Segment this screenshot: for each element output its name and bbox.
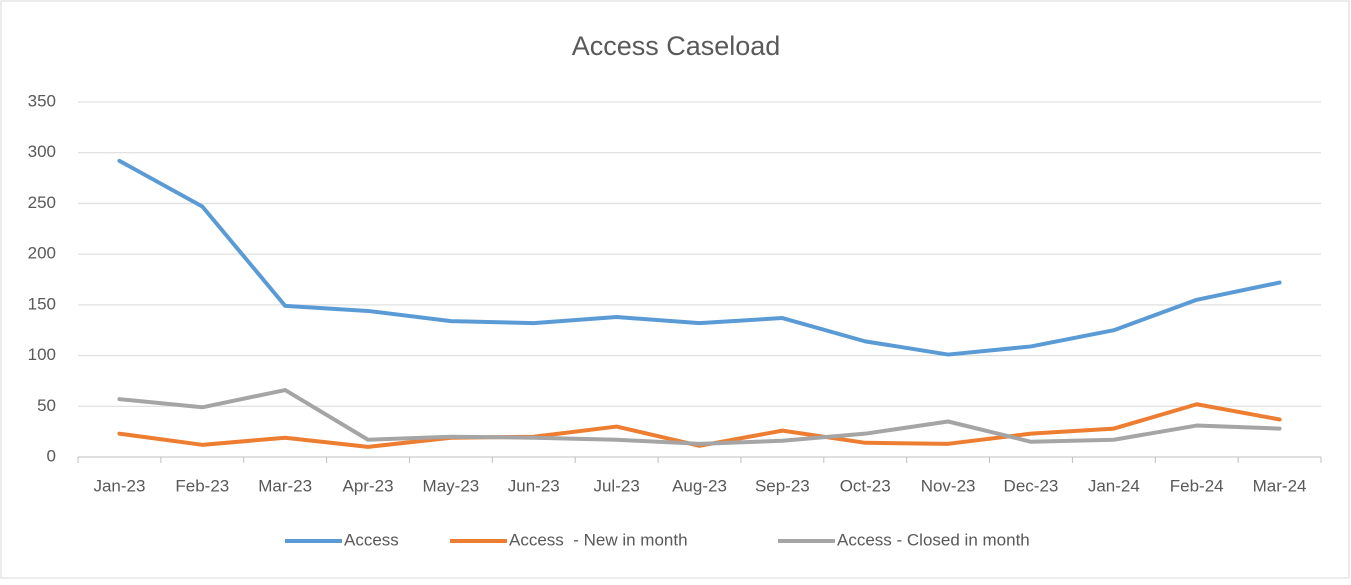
- x-tick-label: Dec-23: [1004, 476, 1059, 495]
- x-tick-label: Mar-23: [258, 476, 312, 495]
- x-tick-label: Jun-23: [508, 476, 560, 495]
- y-tick-label: 300: [28, 142, 56, 161]
- line-series: [117, 402, 1282, 449]
- y-tick-label: 50: [37, 396, 56, 415]
- x-tick-label: Apr-23: [343, 476, 394, 495]
- x-tick-label: Sep-23: [755, 476, 810, 495]
- y-tick-label: 150: [28, 294, 56, 313]
- x-tick-label: Mar-24: [1253, 476, 1307, 495]
- legend-label: Access: [344, 530, 399, 549]
- chart-title: Access Caseload: [572, 31, 781, 61]
- x-tick-label: Nov-23: [921, 476, 976, 495]
- x-tick-label: Feb-23: [175, 476, 229, 495]
- y-tick-label: 350: [28, 91, 56, 110]
- line-series: [117, 158, 1282, 357]
- x-tick-label: Jul-23: [593, 476, 639, 495]
- x-tick-label: Aug-23: [672, 476, 727, 495]
- legend-label: Access - New in month: [509, 530, 688, 549]
- x-tick-label: May-23: [423, 476, 480, 495]
- x-tick-label: Jan-24: [1088, 476, 1140, 495]
- x-tick-label: Oct-23: [840, 476, 891, 495]
- y-tick-label: 200: [28, 244, 56, 263]
- y-tick-label: 0: [47, 446, 56, 465]
- line-series: [117, 388, 1282, 446]
- x-tick-label: Feb-24: [1170, 476, 1224, 495]
- y-tick-label: 100: [28, 345, 56, 364]
- y-tick-label: 250: [28, 193, 56, 212]
- x-tick-label: Jan-23: [93, 476, 145, 495]
- legend-label: Access - Closed in month: [837, 530, 1030, 549]
